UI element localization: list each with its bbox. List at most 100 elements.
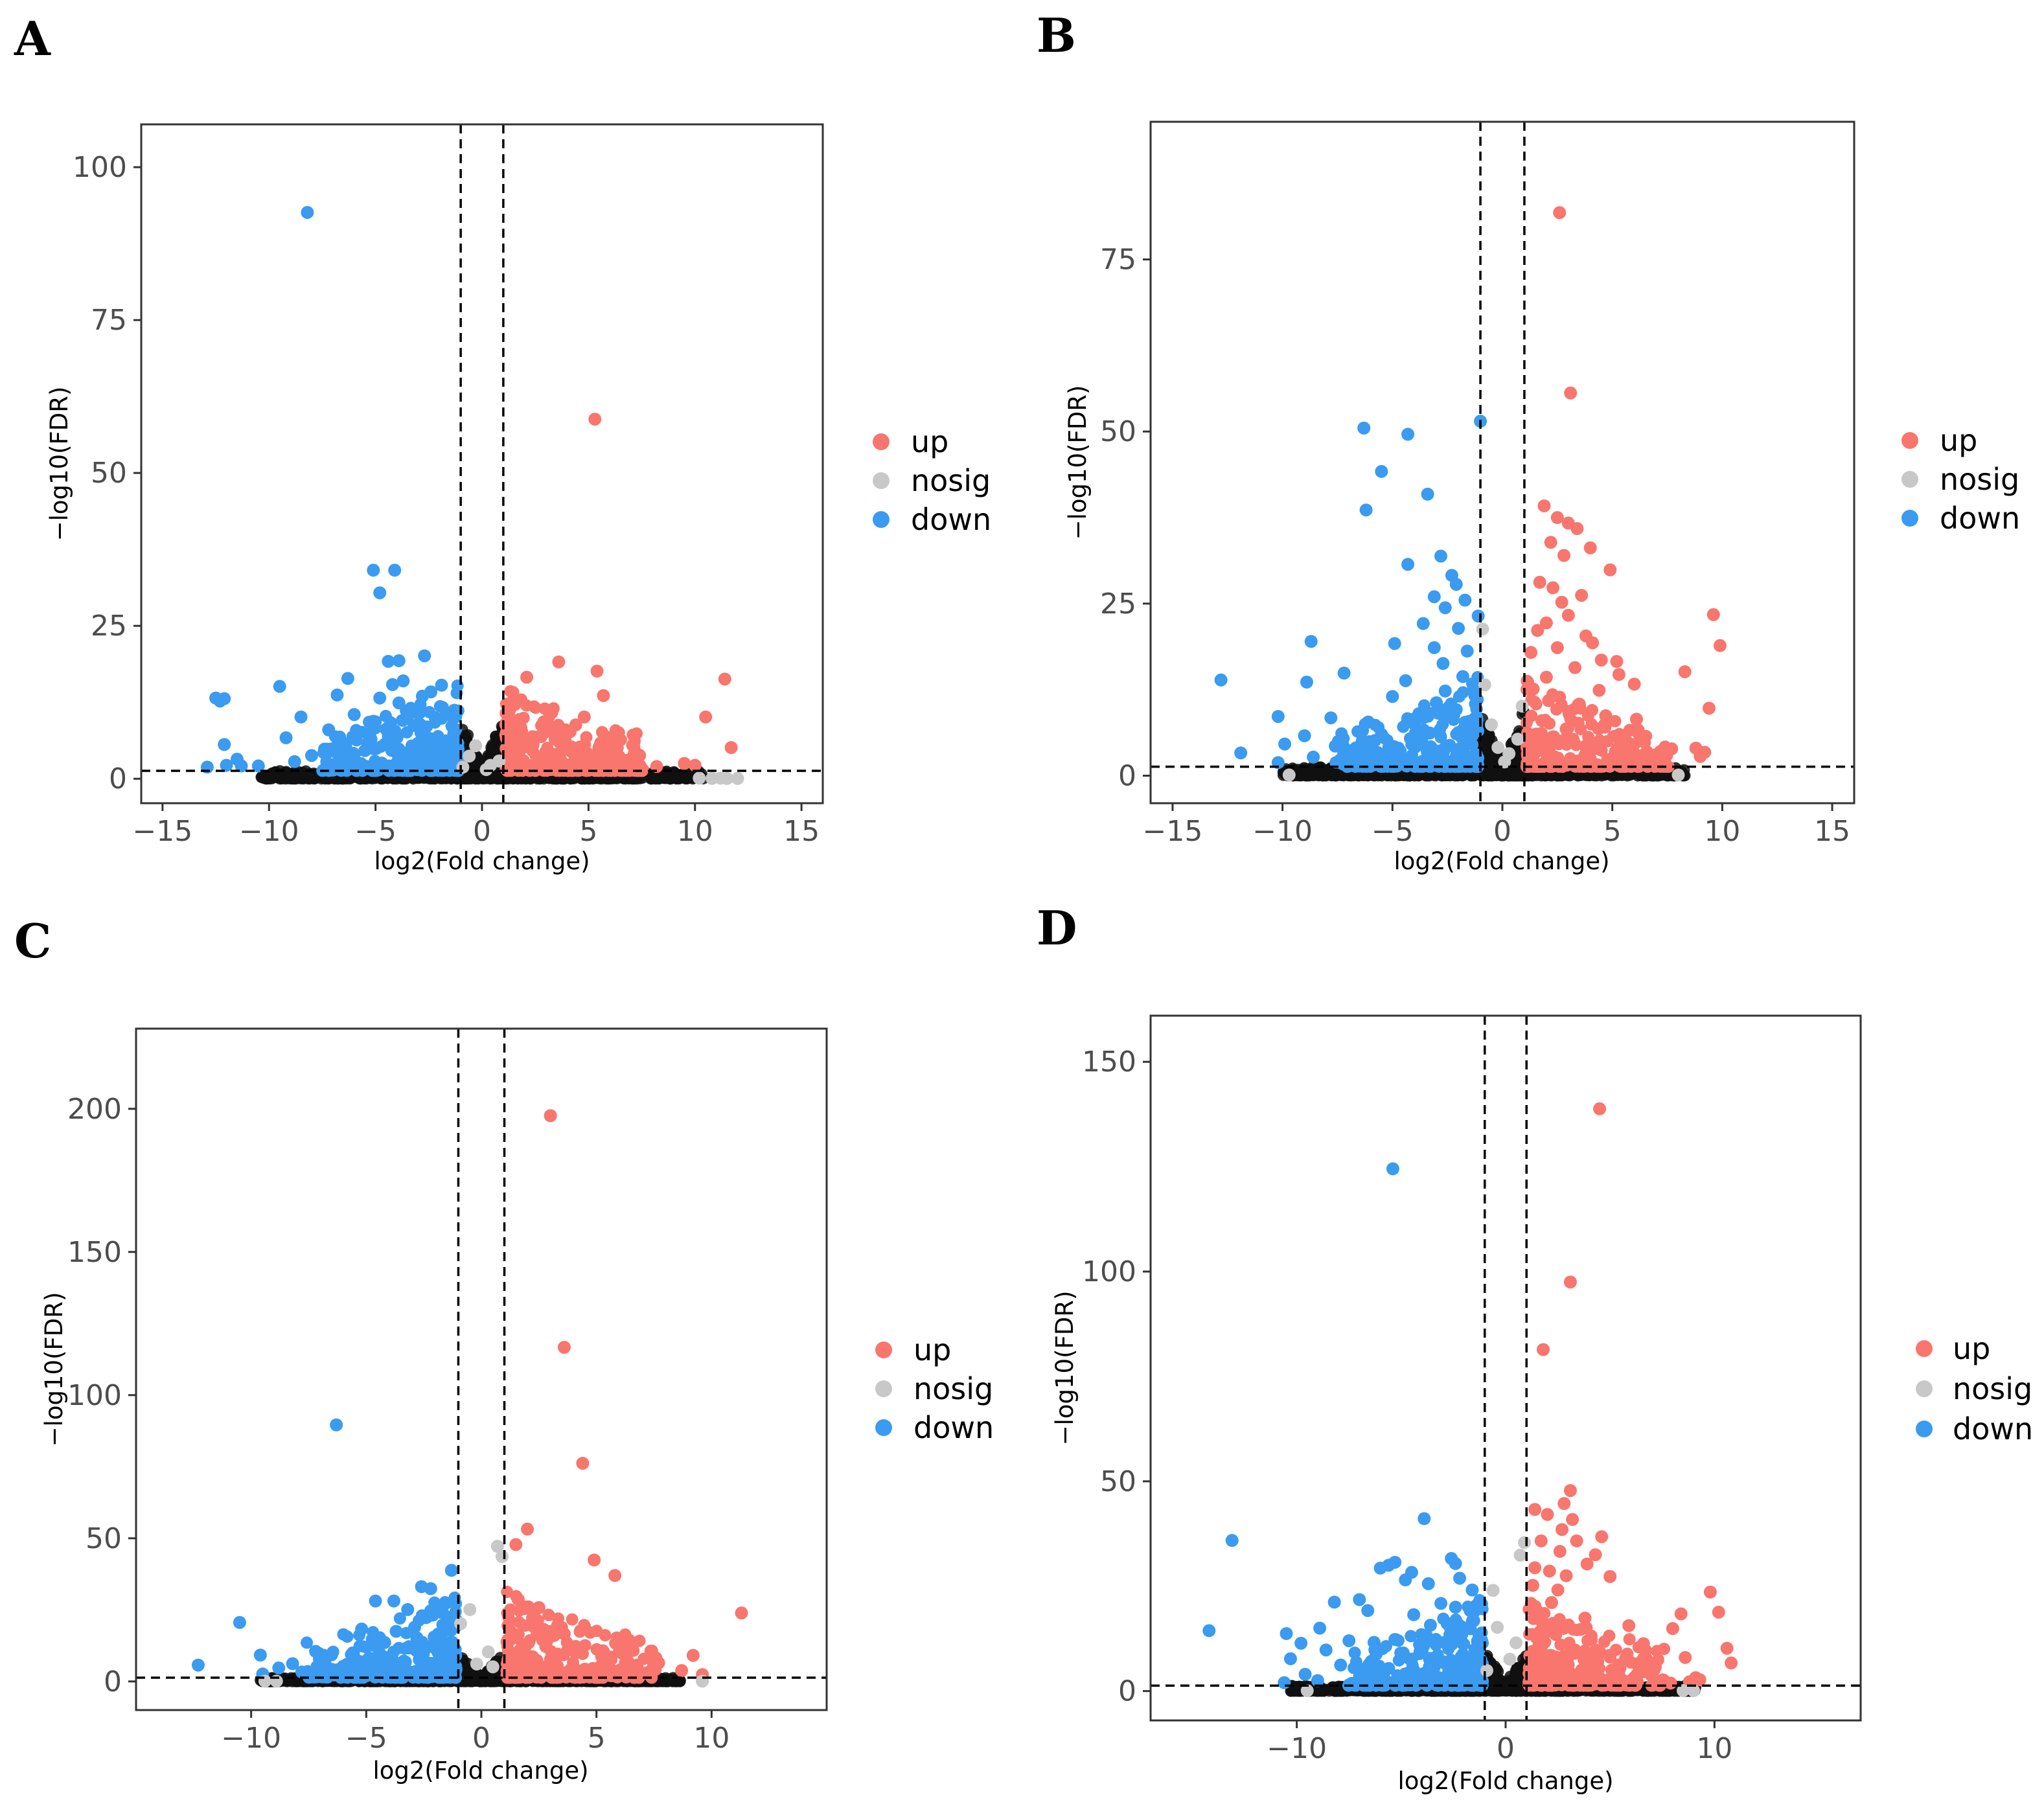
down-point xyxy=(389,1625,403,1638)
down-point xyxy=(1469,749,1483,762)
up-point xyxy=(1572,697,1586,711)
x-tick-label: −15 xyxy=(132,815,192,848)
nosig-point xyxy=(1483,732,1495,744)
legend-up-key xyxy=(873,433,890,450)
y-tick-label: 100 xyxy=(67,1379,122,1412)
down-point xyxy=(1412,707,1426,720)
up-point xyxy=(552,655,566,668)
up-point xyxy=(578,1662,591,1676)
down-point xyxy=(380,722,393,736)
down-point xyxy=(358,744,372,757)
down-point xyxy=(407,749,420,762)
up-point xyxy=(724,741,738,755)
up-point xyxy=(1555,595,1568,609)
nosig-point xyxy=(290,772,303,784)
panel-label: D xyxy=(1037,900,1077,955)
down-point xyxy=(396,674,410,688)
up-point xyxy=(542,757,555,770)
down-point xyxy=(375,1650,388,1663)
x-tick-label: 5 xyxy=(579,815,597,848)
nosig-point xyxy=(469,739,483,753)
nosig-point xyxy=(470,1657,483,1671)
y-axis-title: −log10(FDR) xyxy=(1064,385,1092,540)
down-point xyxy=(1346,748,1360,761)
up-point xyxy=(509,694,523,707)
down-point xyxy=(1300,675,1313,689)
nosig-point xyxy=(1329,770,1341,782)
x-tick-label: 0 xyxy=(472,1722,490,1755)
down-point xyxy=(336,1660,350,1673)
up-point xyxy=(557,1340,571,1354)
x-tick-label: −10 xyxy=(221,1722,281,1755)
down-point xyxy=(326,758,339,771)
point-layer xyxy=(136,1029,827,1710)
down-point xyxy=(385,678,399,691)
up-point xyxy=(502,1646,516,1660)
x-tick-label: −10 xyxy=(239,815,299,848)
nosig-point xyxy=(714,771,728,785)
down-point xyxy=(1408,717,1421,731)
nosig-point xyxy=(1501,769,1513,781)
down-point xyxy=(364,1652,378,1665)
x-axis-title: log2(Fold change) xyxy=(373,1757,588,1785)
up-point xyxy=(626,739,639,752)
panel-label: B xyxy=(1037,8,1076,63)
up-point xyxy=(633,749,647,762)
down-point xyxy=(1398,753,1411,766)
down-point xyxy=(330,688,344,702)
down-point xyxy=(392,696,406,710)
down-point xyxy=(1367,759,1380,772)
down-point xyxy=(1388,637,1401,650)
x-tick-label: 0 xyxy=(473,815,491,848)
legend: up nosig down xyxy=(873,424,991,537)
down-point xyxy=(1214,673,1228,687)
down-point xyxy=(1324,711,1338,725)
down-point xyxy=(1436,657,1450,670)
down-point xyxy=(439,734,453,748)
up-point xyxy=(1638,736,1651,749)
nosig-point xyxy=(1671,768,1685,782)
down-point xyxy=(1436,718,1449,731)
up-point xyxy=(675,1664,689,1678)
down-point xyxy=(1361,715,1375,729)
up-point xyxy=(1544,536,1557,549)
up-point xyxy=(1648,759,1661,771)
down-point xyxy=(1423,726,1437,740)
up-point xyxy=(562,763,575,776)
up-point xyxy=(1703,702,1716,715)
down-point xyxy=(1234,746,1248,760)
legend-up-label: up xyxy=(1940,423,1977,458)
down-point xyxy=(410,1631,424,1645)
down-point xyxy=(1452,622,1465,635)
nosig-point xyxy=(673,772,685,784)
down-point xyxy=(345,1648,358,1661)
nosig-point xyxy=(1498,755,1511,769)
down-point xyxy=(1438,601,1452,615)
y-tick-label: 50 xyxy=(86,1522,122,1555)
down-point xyxy=(309,1645,323,1658)
nosig-point xyxy=(304,770,316,782)
nosig-point xyxy=(454,1617,468,1630)
down-point xyxy=(286,1657,299,1671)
up-point xyxy=(735,1606,748,1620)
up-point xyxy=(1579,629,1592,643)
nosig-point xyxy=(1482,756,1495,768)
down-point xyxy=(418,649,431,663)
legend-up-label: up xyxy=(913,1332,951,1367)
x-tick-label: 10 xyxy=(677,815,713,848)
down-point xyxy=(1458,593,1472,607)
nosig-point xyxy=(270,771,282,783)
up-point xyxy=(531,751,544,765)
down-point xyxy=(334,730,347,743)
down-point xyxy=(1438,684,1452,698)
up-point xyxy=(557,1627,571,1641)
up-point xyxy=(1559,722,1573,736)
up-point xyxy=(699,710,713,724)
x-tick-label: −5 xyxy=(1372,815,1414,848)
down-point xyxy=(1399,674,1412,687)
up-point xyxy=(1526,682,1540,696)
up-point xyxy=(544,1109,557,1123)
down-point xyxy=(1304,635,1318,648)
nosig-point xyxy=(481,1645,495,1659)
